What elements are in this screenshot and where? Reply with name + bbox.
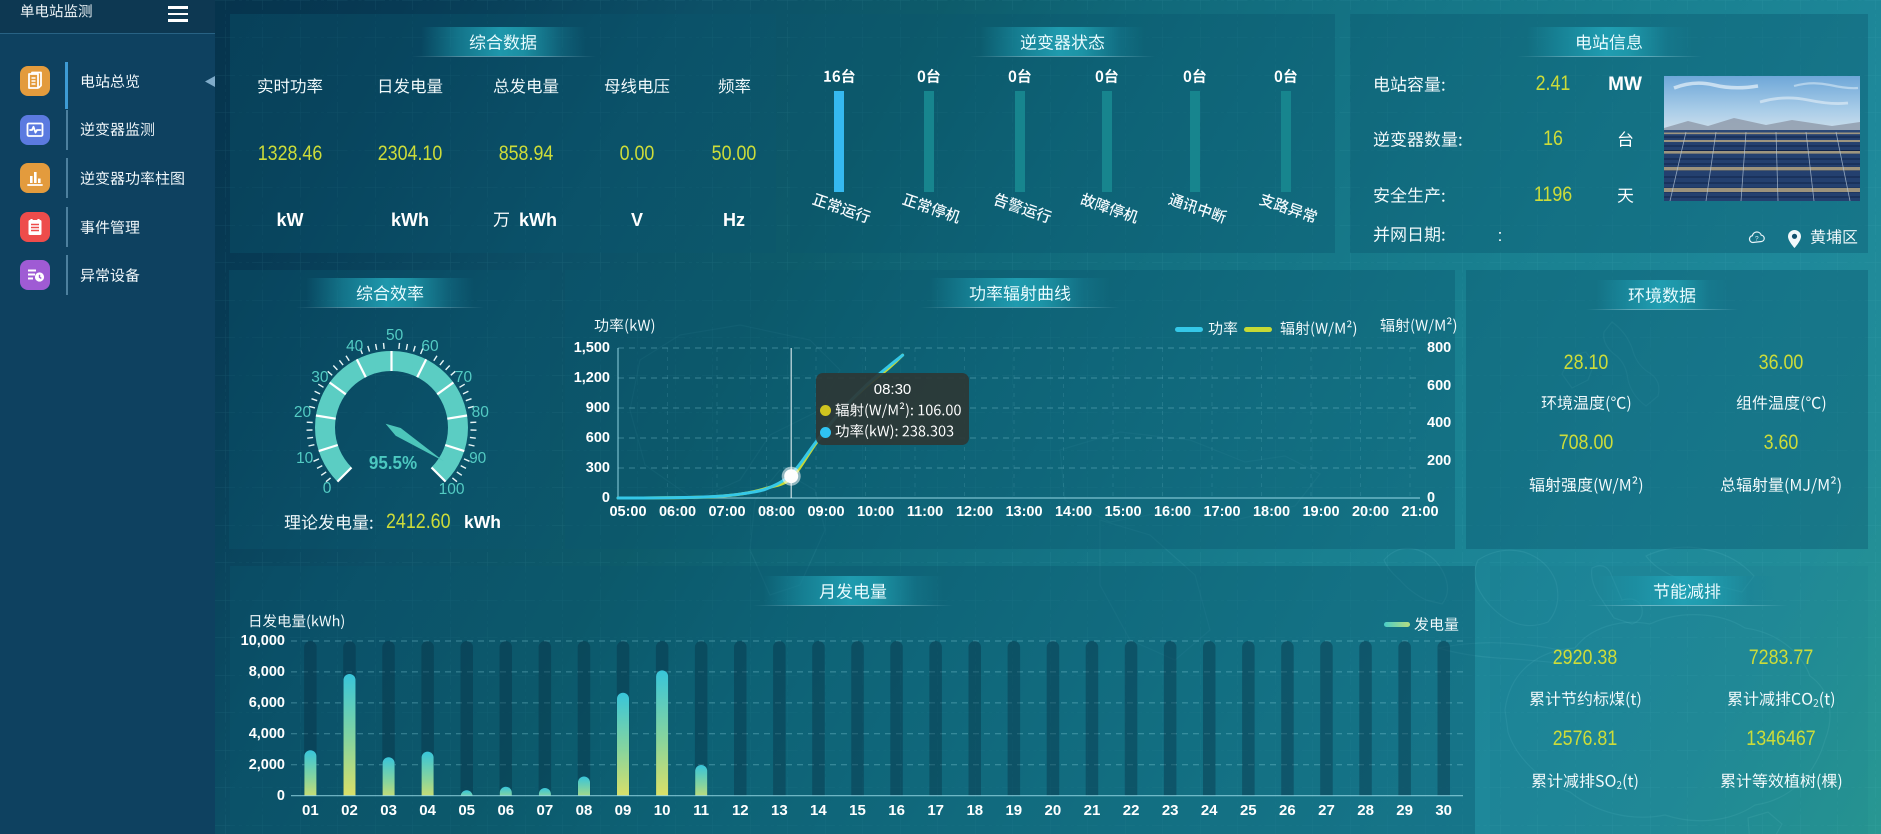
svg-text:?: ? [1755, 235, 1759, 242]
